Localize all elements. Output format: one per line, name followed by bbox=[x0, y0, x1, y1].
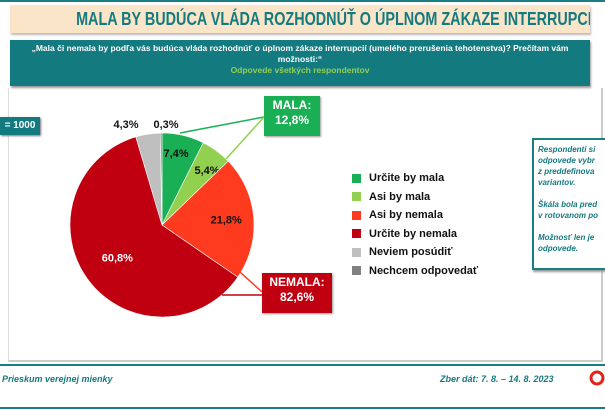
data-label: 5,4% bbox=[194, 165, 219, 177]
method-note: Respondenti si odpovede vybr z preddefin… bbox=[532, 138, 605, 270]
top-rule bbox=[0, 0, 605, 2]
data-label: 0,3% bbox=[153, 119, 178, 131]
footer-right: Zber dát: 7. 8. – 14. 8. 2023 bbox=[440, 374, 554, 384]
footer-rule bbox=[0, 364, 605, 366]
pie-slice bbox=[159, 132, 163, 226]
data-label: 60,8% bbox=[102, 252, 133, 264]
nemala-label: NEMALA: bbox=[269, 275, 325, 289]
page-title-bar: MALA BY BUDÚCA VLÁDA ROZHODNÚŤ O ÚPLNOM … bbox=[10, 5, 590, 33]
pie-slice bbox=[69, 136, 239, 318]
legend-swatch bbox=[352, 210, 361, 220]
bottom-rule bbox=[0, 407, 605, 409]
legend-swatch bbox=[352, 229, 361, 239]
legend: Určite by mala Asi by mala Asi by nemala Ur… bbox=[352, 169, 478, 280]
nemala-total-box: NEMALA: 82,6% bbox=[262, 273, 332, 313]
page-title: MALA BY BUDÚCA VLÁDA ROZHODNÚŤ O ÚPLNOM … bbox=[76, 9, 590, 29]
leader-line bbox=[225, 116, 265, 160]
legend-label: Asi by mala bbox=[369, 190, 431, 203]
mala-label: MALA: bbox=[272, 98, 312, 112]
legend-label: Určite by mala bbox=[369, 172, 445, 185]
leader-line bbox=[239, 271, 263, 293]
pie-slice bbox=[161, 160, 255, 278]
legend-swatch bbox=[352, 192, 361, 202]
mala-total-box: MALA: 12,8% bbox=[264, 96, 320, 136]
legend-item: Určite by mala bbox=[352, 169, 478, 188]
legend-item: Asi by nemala bbox=[352, 206, 478, 225]
footer-left: Prieskum verejnej mienky bbox=[2, 374, 113, 384]
legend-label: Neviem posúdiť bbox=[369, 246, 453, 259]
legend-swatch bbox=[352, 247, 361, 257]
legend-label: Asi by nemala bbox=[369, 209, 443, 222]
question-box: „Mala či nemala by podľa vás budúca vlád… bbox=[10, 40, 590, 86]
legend-label: Nechcem odpovedať bbox=[369, 264, 479, 277]
data-label: 21,8% bbox=[211, 215, 242, 227]
legend-swatch bbox=[352, 173, 361, 183]
legend-item: Asi by mala bbox=[352, 188, 478, 207]
legend-label: Určite by nemala bbox=[369, 227, 458, 240]
legend-item: Určite by nemala bbox=[352, 225, 478, 244]
nemala-value: 82,6% bbox=[279, 290, 315, 304]
data-label: 7,4% bbox=[163, 148, 188, 160]
legend-item: Neviem posúdiť bbox=[352, 243, 478, 262]
sample-size-badge: = 1000 bbox=[0, 117, 40, 135]
subtitle: Odpovede všetkých respondentov bbox=[230, 65, 370, 75]
legend-swatch bbox=[352, 266, 361, 276]
data-label: 4,3% bbox=[113, 119, 138, 131]
question-text: „Mala či nemala by podľa vás budúca vlád… bbox=[31, 43, 569, 64]
leader-line bbox=[179, 116, 265, 134]
mala-value: 12,8% bbox=[274, 113, 310, 127]
legend-item: Nechcem odpovedať bbox=[352, 262, 478, 281]
